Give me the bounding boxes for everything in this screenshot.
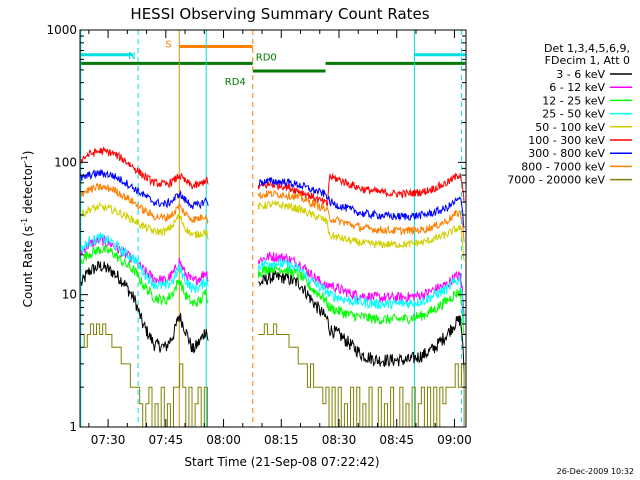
x-tick-label-6: 09:00	[437, 433, 472, 447]
series-3-6-kev-segment-1	[257, 269, 465, 375]
series-100-300-kev-segment-1	[257, 172, 465, 207]
series-6-12-kev-segment-1	[257, 251, 465, 316]
x-tick-label-0: 07:30	[91, 433, 126, 447]
series-3-6-kev-segment-0	[80, 260, 209, 354]
flag-label-n: N	[128, 51, 135, 62]
y-tick-label-3: 1000	[46, 23, 77, 37]
y-axis-ticks: 1 10 100 1000	[46, 23, 466, 434]
flag-label-rd0: RD0	[256, 52, 277, 63]
x-tick-label-1: 07:45	[149, 433, 184, 447]
x-axis-ticks: 07:30 07:45 08:00 08:15 08:30 08:45 09:00	[88, 30, 472, 447]
flag-label-rd4: RD4	[225, 77, 246, 88]
y-tick-label-2: 100	[54, 155, 77, 169]
series-300-800-kev-segment-0	[80, 169, 209, 210]
x-tick-label-3: 08:15	[264, 433, 299, 447]
series-800-7000-kev-segment-0	[81, 182, 209, 225]
y-tick-label-1: 10	[62, 288, 77, 302]
series-300-800-kev-segment-1	[258, 176, 465, 228]
legend-label-12-25-kev: 12 - 25 keV	[542, 94, 605, 107]
legend-label-25-50-kev: 25 - 50 keV	[542, 108, 605, 121]
x-tick-label-5: 08:45	[379, 433, 414, 447]
legend-label-100-300-kev: 100 - 300 keV	[528, 134, 605, 147]
flag-label-s: S	[165, 40, 171, 51]
y-tick-label-0: 1	[69, 420, 77, 434]
series-12-25-kev-segment-1	[257, 262, 465, 335]
series-7000-20000-kev-segment-0	[81, 323, 208, 428]
legend-label-6-12-kev: 6 - 12 keV	[549, 81, 605, 94]
x-axis-label: Start Time (21-Sep-08 07:22:42)	[184, 455, 379, 469]
series-800-7000-kev-segment-1	[257, 189, 465, 243]
legend-header-line-2: FDecim 1, Att 0	[545, 54, 630, 67]
series-25-50-kev-segment-1	[257, 257, 465, 325]
x-tick-label-4: 08:30	[322, 433, 357, 447]
plot-frame	[79, 29, 467, 428]
series-lines	[80, 146, 465, 428]
chart-title: HESSI Observing Summary Count Rates	[130, 5, 429, 23]
legend-label-300-800-kev: 300 - 800 keV	[528, 147, 605, 160]
legend: Det 1,3,4,5,6,9, FDecim 1, Att 0 3 - 6 k…	[507, 42, 632, 187]
series-50-100-kev-segment-0	[80, 201, 209, 240]
flag-bars: N S RD0 RD4	[80, 40, 466, 88]
series-25-50-kev-segment-0	[80, 232, 209, 294]
series-100-300-kev-segment-0	[80, 146, 209, 190]
legend-header-line-1: Det 1,3,4,5,6,9,	[544, 42, 630, 55]
timestamp: 26-Dec-2009 10:32	[557, 467, 634, 476]
legend-label-7000-20000-kev: 7000 - 20000 keV	[507, 174, 605, 187]
series-50-100-kev-segment-1	[257, 199, 465, 261]
legend-label-800-7000-kev: 800 - 7000 keV	[521, 160, 605, 173]
series-12-25-kev-segment-0	[80, 244, 209, 308]
legend-label-50-100-kev: 50 - 100 keV	[535, 121, 605, 134]
y-axis-label: Count Rate (s-1 detector-1)	[20, 151, 35, 308]
x-tick-label-2: 08:00	[206, 433, 241, 447]
legend-label-3-6-kev: 3 - 6 keV	[556, 68, 605, 81]
